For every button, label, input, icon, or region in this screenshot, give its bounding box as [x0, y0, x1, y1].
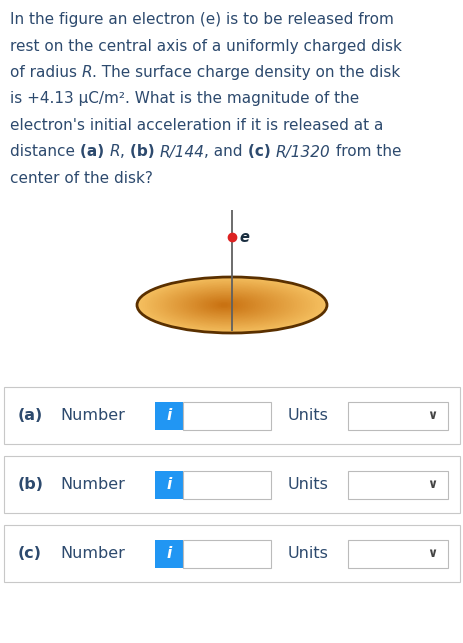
Ellipse shape: [169, 287, 288, 323]
Ellipse shape: [139, 278, 324, 332]
Ellipse shape: [208, 300, 242, 310]
Ellipse shape: [165, 286, 293, 324]
Text: Units: Units: [288, 477, 328, 492]
Ellipse shape: [191, 294, 262, 316]
Text: (c): (c): [247, 145, 275, 159]
Text: i: i: [166, 477, 171, 492]
Ellipse shape: [200, 297, 252, 312]
Text: (b): (b): [129, 145, 159, 159]
FancyBboxPatch shape: [155, 471, 182, 498]
Text: ∨: ∨: [426, 409, 436, 422]
Text: (a): (a): [80, 145, 109, 159]
Ellipse shape: [180, 291, 275, 319]
Text: R: R: [109, 145, 119, 159]
Text: from the: from the: [330, 145, 400, 159]
Ellipse shape: [178, 290, 277, 320]
Ellipse shape: [163, 285, 295, 325]
FancyBboxPatch shape: [155, 401, 182, 430]
Text: Number: Number: [60, 477, 125, 492]
Ellipse shape: [189, 294, 265, 316]
FancyBboxPatch shape: [347, 539, 447, 568]
Ellipse shape: [195, 296, 257, 314]
Ellipse shape: [198, 296, 254, 313]
FancyBboxPatch shape: [4, 525, 459, 582]
FancyBboxPatch shape: [182, 471, 270, 498]
Ellipse shape: [141, 278, 321, 332]
FancyBboxPatch shape: [347, 471, 447, 498]
Ellipse shape: [145, 280, 316, 331]
Text: i: i: [166, 546, 171, 561]
Text: Number: Number: [60, 546, 125, 561]
Ellipse shape: [154, 283, 306, 327]
Ellipse shape: [187, 293, 267, 317]
Ellipse shape: [182, 292, 272, 318]
Ellipse shape: [156, 284, 303, 327]
Text: ∨: ∨: [426, 547, 436, 560]
Ellipse shape: [204, 299, 247, 311]
Ellipse shape: [176, 289, 280, 320]
Ellipse shape: [213, 302, 237, 309]
Ellipse shape: [206, 300, 244, 311]
Text: of radius: of radius: [10, 65, 81, 80]
Ellipse shape: [193, 295, 259, 315]
Text: , and: , and: [204, 145, 247, 159]
Text: ,: ,: [119, 145, 129, 159]
Text: distance: distance: [10, 145, 80, 159]
FancyBboxPatch shape: [182, 539, 270, 568]
Text: e: e: [238, 230, 248, 244]
Text: R/1320: R/1320: [275, 145, 330, 159]
Text: R/144: R/144: [159, 145, 204, 159]
Text: (b): (b): [18, 477, 44, 492]
FancyBboxPatch shape: [4, 456, 459, 513]
Text: R: R: [81, 65, 92, 80]
Text: . The surface charge density on the disk: . The surface charge density on the disk: [92, 65, 400, 80]
Ellipse shape: [184, 293, 270, 318]
Ellipse shape: [167, 287, 290, 323]
Ellipse shape: [152, 282, 308, 328]
Text: ∨: ∨: [426, 478, 436, 491]
FancyBboxPatch shape: [4, 387, 459, 444]
Text: In the figure an electron (e) is to be released from: In the figure an electron (e) is to be r…: [10, 12, 393, 27]
Text: is +4.13 μC/m². What is the magnitude of the: is +4.13 μC/m². What is the magnitude of…: [10, 91, 358, 107]
Ellipse shape: [221, 304, 226, 305]
Text: Number: Number: [60, 408, 125, 423]
Ellipse shape: [217, 303, 231, 307]
FancyBboxPatch shape: [347, 401, 447, 430]
Ellipse shape: [174, 289, 282, 321]
Ellipse shape: [158, 284, 300, 326]
Text: (c): (c): [18, 546, 42, 561]
Ellipse shape: [143, 279, 319, 331]
Ellipse shape: [150, 281, 311, 329]
Ellipse shape: [202, 298, 249, 312]
Text: rest on the central axis of a uniformly charged disk: rest on the central axis of a uniformly …: [10, 39, 401, 53]
Text: electron's initial acceleration if it is released at a: electron's initial acceleration if it is…: [10, 118, 382, 133]
Ellipse shape: [161, 285, 298, 325]
Text: Units: Units: [288, 546, 328, 561]
Text: i: i: [166, 408, 171, 423]
Text: center of the disk?: center of the disk?: [10, 171, 152, 186]
FancyBboxPatch shape: [182, 401, 270, 430]
Ellipse shape: [211, 301, 239, 309]
FancyBboxPatch shape: [155, 539, 182, 568]
Ellipse shape: [215, 302, 234, 308]
Text: Units: Units: [288, 408, 328, 423]
Text: (a): (a): [18, 408, 43, 423]
Ellipse shape: [219, 303, 229, 307]
Ellipse shape: [171, 288, 285, 322]
Ellipse shape: [148, 280, 313, 329]
Ellipse shape: [137, 277, 326, 333]
